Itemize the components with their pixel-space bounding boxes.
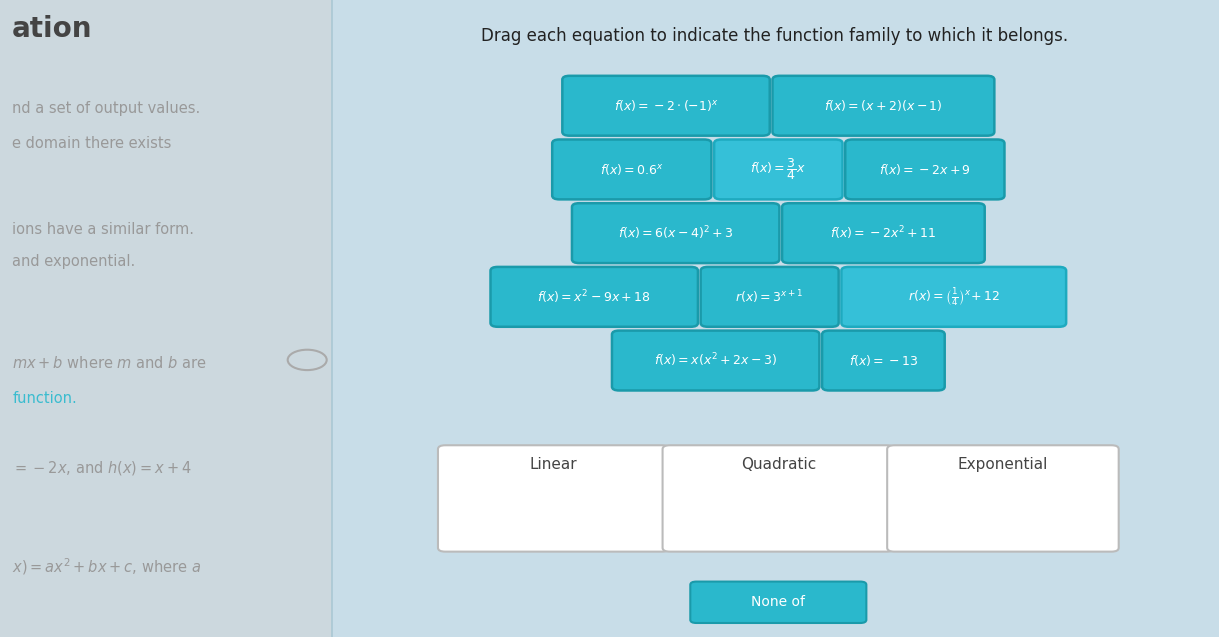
Text: $f(x)=x^{2}-9x+18$: $f(x)=x^{2}-9x+18$ <box>538 288 651 306</box>
Text: $f(x)=-13$: $f(x)=-13$ <box>848 353 918 368</box>
Text: $f(x)=-2\cdot(-1)^{x}$: $f(x)=-2\cdot(-1)^{x}$ <box>613 98 718 113</box>
FancyBboxPatch shape <box>887 445 1119 552</box>
FancyBboxPatch shape <box>822 331 945 390</box>
FancyBboxPatch shape <box>562 76 769 136</box>
FancyBboxPatch shape <box>663 445 894 552</box>
Text: $r(x)=3^{x+1}$: $r(x)=3^{x+1}$ <box>735 288 803 306</box>
FancyBboxPatch shape <box>783 203 985 263</box>
FancyBboxPatch shape <box>438 445 669 552</box>
Text: ation: ation <box>12 15 93 43</box>
FancyBboxPatch shape <box>841 267 1067 327</box>
Text: None of: None of <box>751 596 806 609</box>
Text: function.: function. <box>12 390 77 406</box>
FancyBboxPatch shape <box>572 203 779 263</box>
Text: and exponential.: and exponential. <box>12 254 135 269</box>
FancyBboxPatch shape <box>714 140 842 199</box>
Text: $mx + b$ where $m$ and $b$ are: $mx + b$ where $m$ and $b$ are <box>12 355 207 371</box>
Text: $f(x)=\dfrac{3}{4}x$: $f(x)=\dfrac{3}{4}x$ <box>751 157 806 182</box>
FancyBboxPatch shape <box>552 140 712 199</box>
Text: Quadratic: Quadratic <box>741 457 816 472</box>
FancyBboxPatch shape <box>701 267 839 327</box>
Text: $f(x)=(x+2)(x-1)$: $f(x)=(x+2)(x-1)$ <box>824 98 942 113</box>
Text: e domain there exists: e domain there exists <box>12 136 172 151</box>
Text: $=-2x$, and $h(x)=x+4$: $=-2x$, and $h(x)=x+4$ <box>12 459 191 477</box>
Text: Linear: Linear <box>530 457 578 472</box>
Text: Exponential: Exponential <box>958 457 1048 472</box>
Text: $x)=ax^2+bx+c$, where $a$: $x)=ax^2+bx+c$, where $a$ <box>12 557 201 577</box>
FancyBboxPatch shape <box>490 267 698 327</box>
Text: $f(x)=-2x+9$: $f(x)=-2x+9$ <box>879 162 970 177</box>
FancyBboxPatch shape <box>0 0 332 637</box>
Text: ions have a similar form.: ions have a similar form. <box>12 222 194 237</box>
Text: $f(x)=x(x^{2}+2x-3)$: $f(x)=x(x^{2}+2x-3)$ <box>655 352 777 369</box>
FancyBboxPatch shape <box>332 0 1219 637</box>
Text: nd a set of output values.: nd a set of output values. <box>12 101 200 116</box>
FancyBboxPatch shape <box>845 140 1004 199</box>
Text: $r(x)=\left(\frac{1}{4}\right)^{x}\!+12$: $r(x)=\left(\frac{1}{4}\right)^{x}\!+12$ <box>908 286 1000 308</box>
Text: Drag each equation to indicate the function family to which it belongs.: Drag each equation to indicate the funct… <box>480 27 1068 45</box>
Text: $f(x)=0.6^{x}$: $f(x)=0.6^{x}$ <box>600 162 664 177</box>
FancyBboxPatch shape <box>690 582 867 623</box>
Text: $f(x)=-2x^{2}+11$: $f(x)=-2x^{2}+11$ <box>830 224 936 242</box>
Text: $f(x)=6(x-4)^{2}+3$: $f(x)=6(x-4)^{2}+3$ <box>618 224 734 242</box>
FancyBboxPatch shape <box>612 331 819 390</box>
FancyBboxPatch shape <box>773 76 995 136</box>
